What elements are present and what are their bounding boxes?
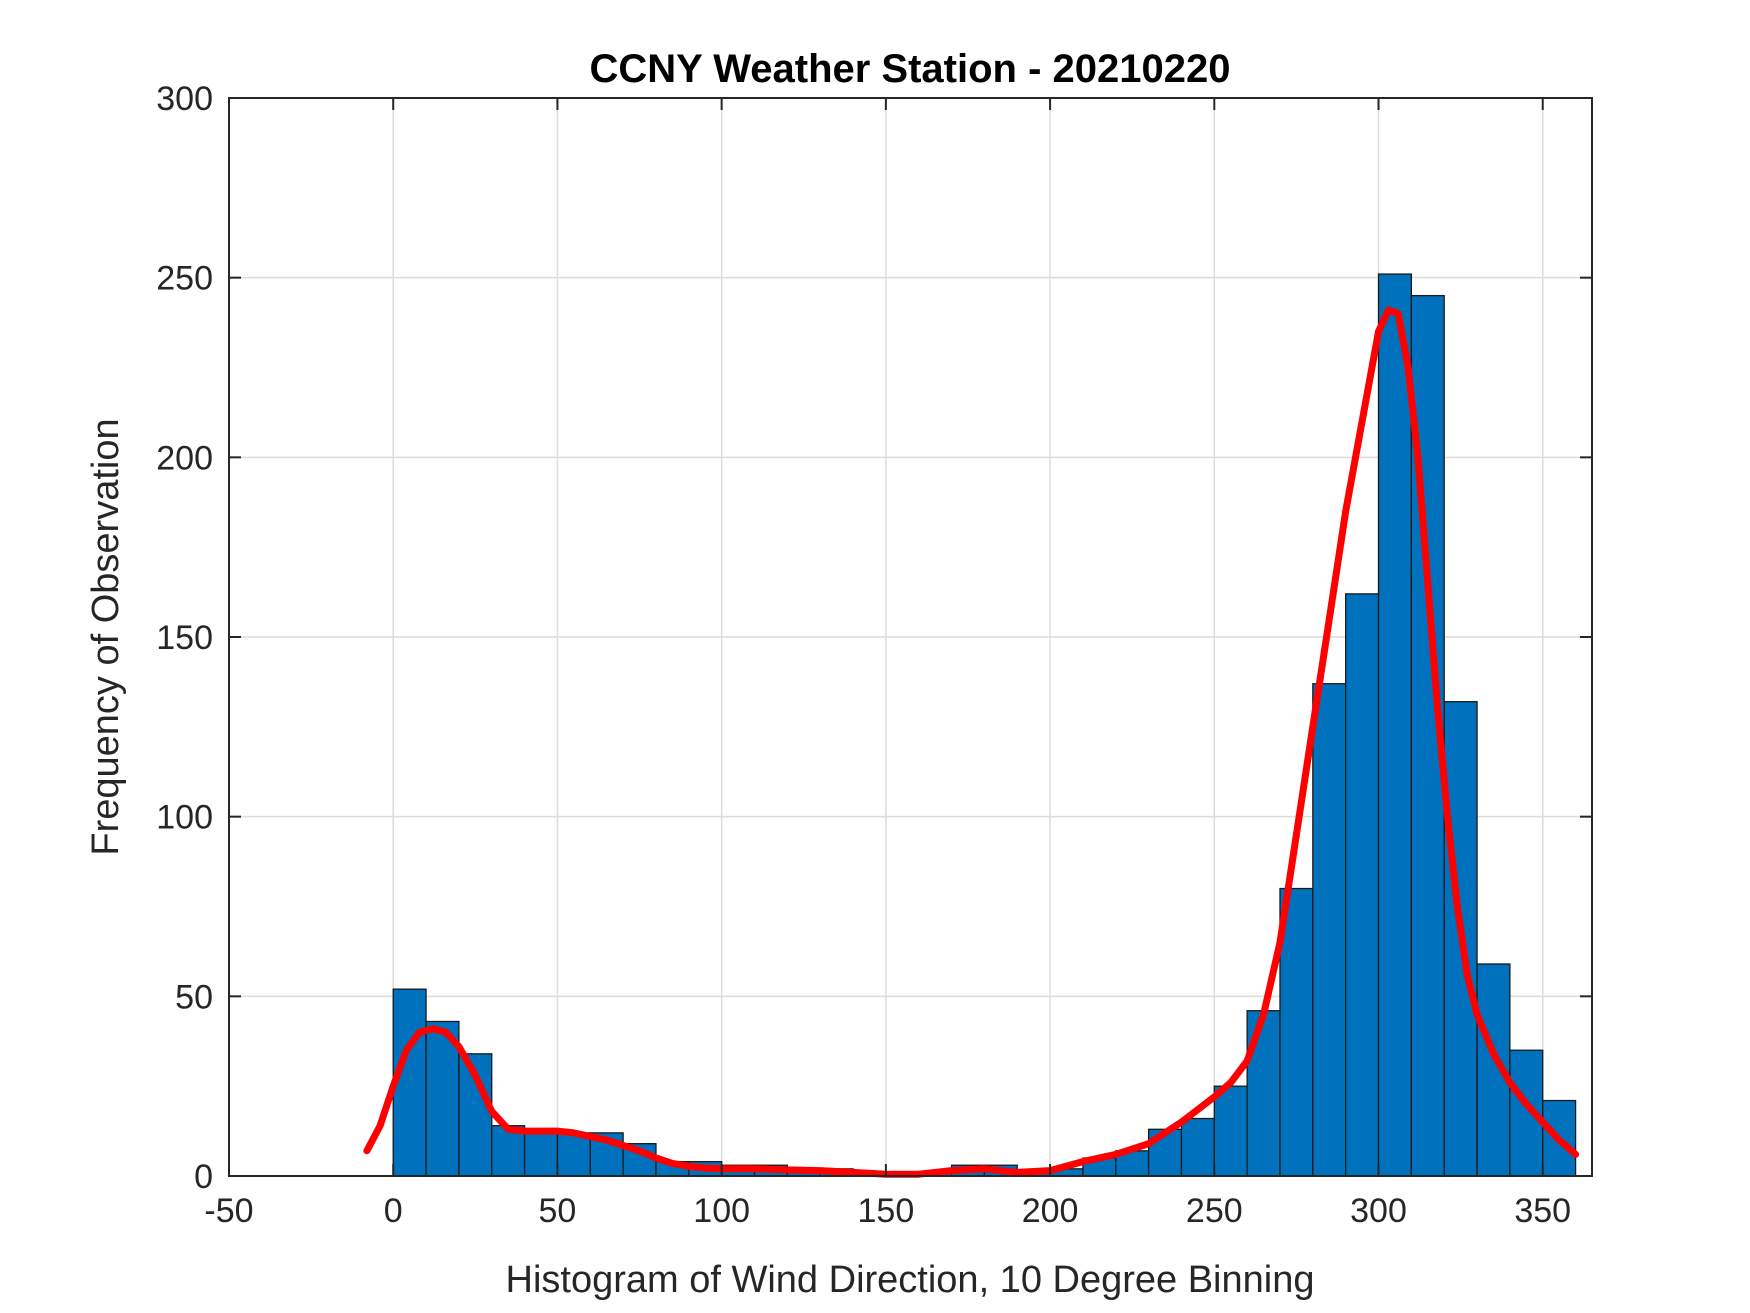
x-tick-labels: -50 0 50 100 150 200 250 300 350 bbox=[204, 1192, 1571, 1230]
y-tick-label-4: 200 bbox=[156, 439, 213, 477]
bar-290 bbox=[1345, 593, 1380, 1177]
bar-250 bbox=[1213, 1085, 1248, 1177]
x-tick-label-7: 300 bbox=[1350, 1192, 1407, 1230]
x-tick-label-0: -50 bbox=[204, 1192, 253, 1230]
y-tick-labels: 0 50 100 150 200 250 300 bbox=[156, 80, 213, 1196]
bar-40 bbox=[523, 1128, 559, 1177]
bar-300 bbox=[1377, 273, 1413, 1177]
y-tick-label-3: 150 bbox=[156, 619, 213, 657]
bar-240 bbox=[1180, 1117, 1215, 1177]
y-axis-label: Frequency of Observation bbox=[85, 418, 127, 855]
x-tick-label-1: 0 bbox=[384, 1192, 403, 1230]
x-tick-label-6: 250 bbox=[1186, 1192, 1243, 1230]
y-tick-label-5: 250 bbox=[156, 260, 213, 298]
x-axis-label: Histogram of Wind Direction, 10 Degree B… bbox=[506, 1259, 1315, 1301]
y-tick-label-0: 0 bbox=[194, 1158, 213, 1196]
x-tick-label-4: 150 bbox=[858, 1192, 915, 1230]
fit-curve bbox=[363, 306, 1580, 1178]
y-tick-label-2: 100 bbox=[156, 799, 213, 837]
x-tick-label-8: 350 bbox=[1514, 1192, 1571, 1230]
y-tick-label-6: 300 bbox=[156, 80, 213, 118]
x-tick-label-3: 100 bbox=[693, 1192, 750, 1230]
fit-curve-group bbox=[363, 306, 1580, 1178]
bar-260 bbox=[1246, 1010, 1281, 1177]
x-tick-label-2: 50 bbox=[539, 1192, 577, 1230]
chart-title: CCNY Weather Station - 20210220 bbox=[590, 47, 1231, 91]
axis-ticks bbox=[228, 97, 1592, 1177]
x-tick-label-5: 200 bbox=[1022, 1192, 1079, 1230]
bar-50 bbox=[556, 1132, 591, 1177]
bar-280 bbox=[1312, 683, 1347, 1177]
y-tick-label-1: 50 bbox=[175, 978, 213, 1016]
